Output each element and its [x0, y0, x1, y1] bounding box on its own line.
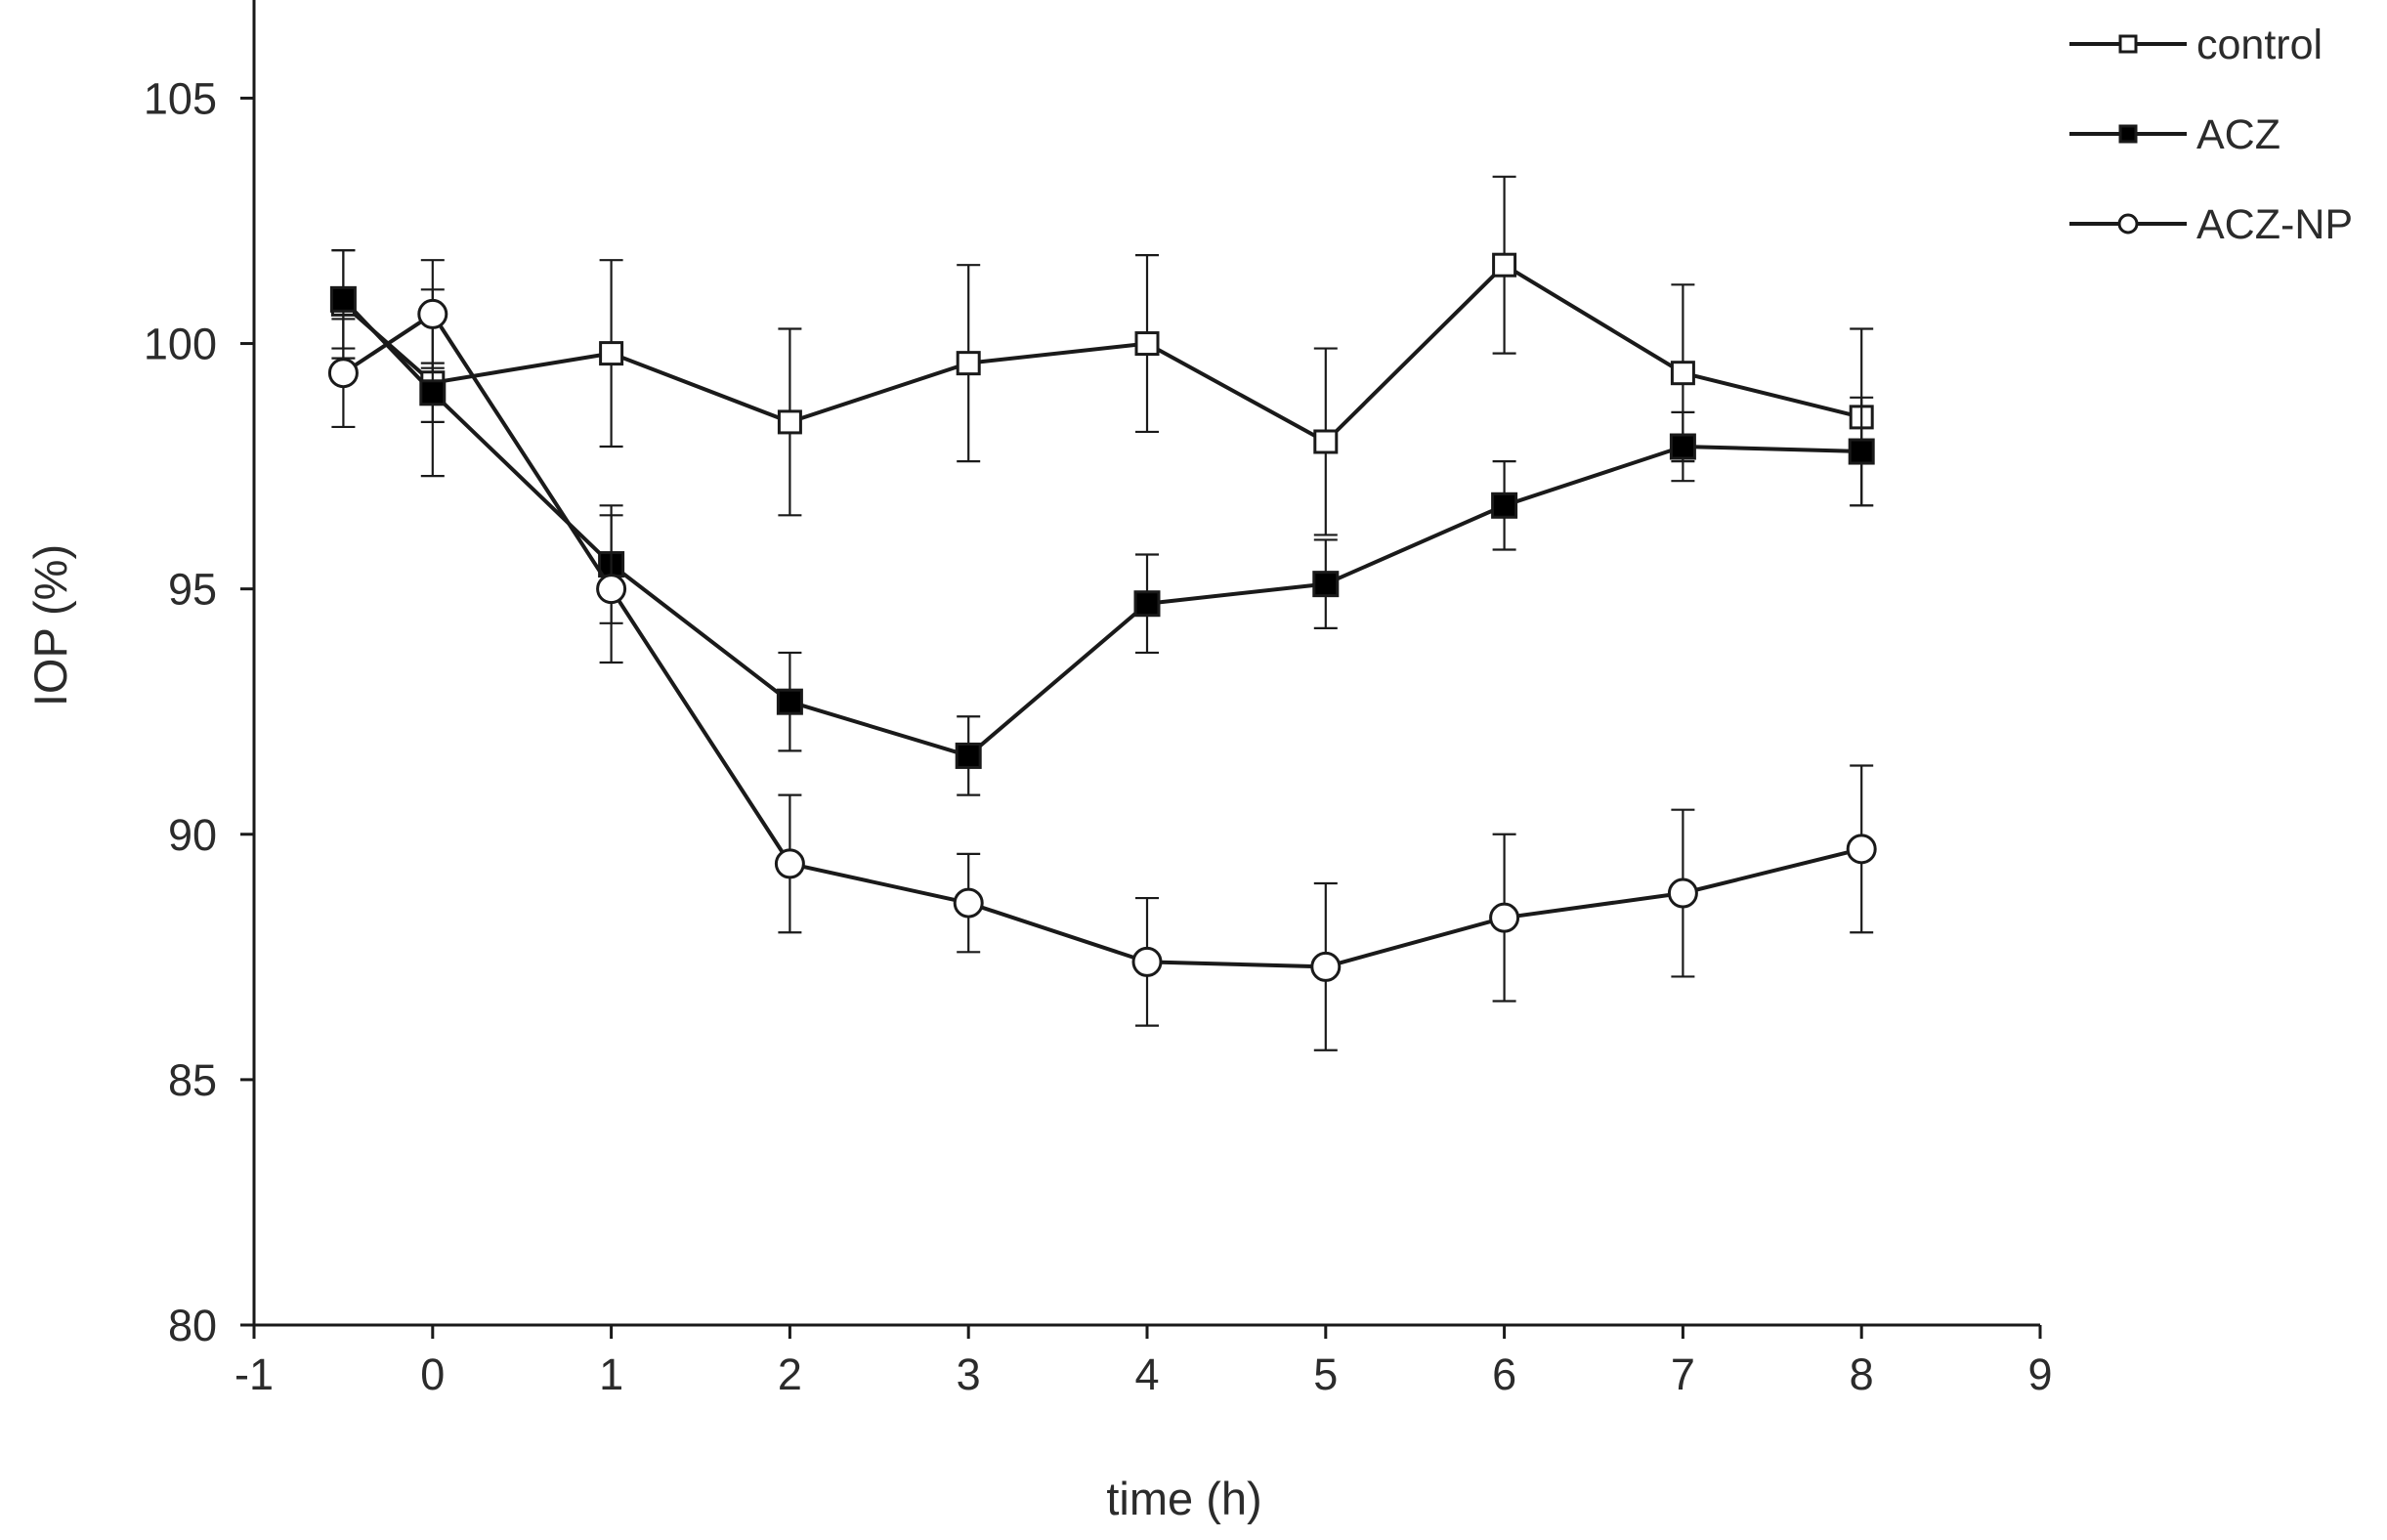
- x-tick-label: 2: [778, 1349, 802, 1399]
- x-tick-label: 8: [1850, 1349, 1874, 1399]
- data-point: [774, 848, 805, 879]
- data-point: [1313, 429, 1339, 454]
- data-point: [1848, 438, 1875, 465]
- data-point: [1489, 902, 1520, 933]
- y-tick-label: 80: [168, 1301, 217, 1350]
- x-tick-label: 7: [1671, 1349, 1695, 1399]
- x-tick-label: 6: [1492, 1349, 1516, 1399]
- legend: control ACZ ACZ-NP: [2069, 21, 2353, 248]
- x-tick-label: -1: [234, 1349, 274, 1399]
- x-tick-label: 5: [1313, 1349, 1338, 1399]
- x-tick-label: 3: [957, 1349, 981, 1399]
- x-tick-label: 4: [1134, 1349, 1159, 1399]
- data-point: [329, 285, 357, 313]
- legend-item-acz: ACZ: [2069, 111, 2280, 158]
- data-point: [776, 688, 803, 715]
- series-control: [330, 175, 1874, 536]
- legend-item-control: control: [2069, 21, 2323, 68]
- data-point: [953, 887, 984, 919]
- data-point: [1134, 331, 1160, 357]
- y-tick-label: 85: [168, 1055, 217, 1105]
- data-point: [956, 351, 981, 376]
- y-tick-label: 95: [168, 565, 217, 615]
- x-tick-label: 1: [599, 1349, 623, 1399]
- series-acz: [329, 249, 1875, 796]
- x-tick-label: 9: [2027, 1349, 2052, 1399]
- series-layer: [327, 175, 1877, 1051]
- series-acz-np: [327, 259, 1877, 1051]
- data-point: [1846, 834, 1877, 865]
- data-point: [955, 742, 982, 769]
- legend-marker: [2118, 124, 2138, 144]
- x-axis-title: time (h): [1106, 1473, 1261, 1524]
- legend-marker: [2118, 34, 2138, 54]
- series-line: [342, 312, 1862, 969]
- data-point: [419, 379, 447, 406]
- y-tick-label: 90: [168, 810, 217, 860]
- y-tick-label: 100: [144, 320, 217, 369]
- data-point: [1670, 361, 1695, 386]
- data-point: [1492, 252, 1517, 278]
- legend-item-acz-np: ACZ-NP: [2069, 201, 2353, 248]
- data-point: [1667, 877, 1698, 909]
- data-point: [596, 574, 627, 605]
- data-point: [327, 358, 359, 389]
- series-line: [341, 298, 1862, 758]
- x-tick-label: 0: [420, 1349, 445, 1399]
- data-point: [417, 298, 448, 329]
- data-point: [1310, 951, 1342, 982]
- data-point: [777, 409, 802, 435]
- series-line: [342, 263, 1862, 444]
- axes: -1 0 1 2 3 4 5 6 7 8 9 80 85 90 95 100 105: [144, 0, 2053, 1399]
- legend-label: ACZ-NP: [2196, 201, 2353, 248]
- legend-label: ACZ: [2196, 111, 2280, 158]
- y-tick-label: 105: [144, 73, 217, 123]
- data-point: [1133, 590, 1161, 618]
- data-point: [599, 341, 624, 366]
- data-point: [1312, 571, 1340, 598]
- y-axis-title: IOP (%): [24, 544, 76, 706]
- data-point: [1131, 946, 1163, 977]
- data-point: [1491, 492, 1518, 519]
- legend-label: control: [2196, 21, 2323, 68]
- legend-marker: [2117, 213, 2139, 235]
- data-point: [1669, 433, 1696, 460]
